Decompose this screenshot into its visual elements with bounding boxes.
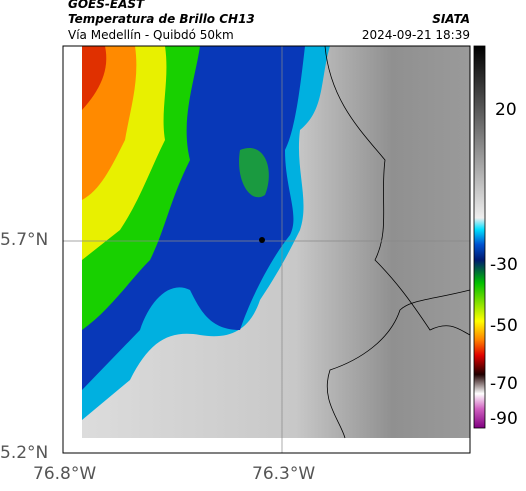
timestamp: 2024-09-21 18:39: [361, 28, 470, 42]
source: GOES-EAST: [68, 0, 145, 11]
lat-label: 5.2°N: [0, 443, 49, 463]
marker: [259, 237, 265, 243]
border: [326, 289, 471, 439]
frame: [62, 45, 471, 454]
colorbar-tick-label: -30: [490, 255, 518, 275]
agency: SIATA: [432, 12, 470, 26]
colorbar: [473, 45, 486, 429]
border: [324, 45, 471, 336]
product: Temperatura de Brillo CH13: [68, 12, 255, 26]
lon-label: 76.3°W: [252, 464, 316, 484]
green-patch: [239, 148, 269, 198]
colorbar-tick-label: -70: [490, 374, 518, 394]
lon-label: 76.8°W: [33, 464, 97, 484]
colorbar-tick-label: 20: [495, 100, 517, 120]
colorbar-tick-label: -90: [490, 409, 518, 429]
red-region: [82, 46, 107, 110]
lat-label: 5.7°N: [0, 230, 49, 250]
location: Vía Medellín - Quibdó 50km: [68, 28, 234, 42]
colorbar-tick-label: -50: [490, 316, 518, 336]
